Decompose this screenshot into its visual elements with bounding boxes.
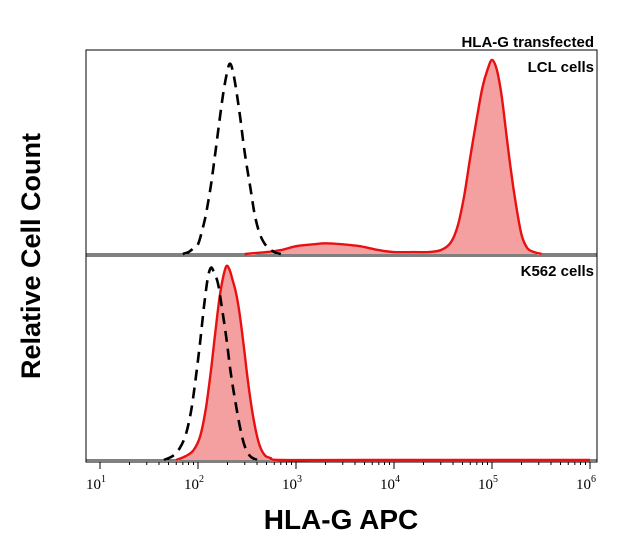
histogram-line-dashed — [163, 266, 258, 462]
x-axis-title: HLA-G APC — [264, 504, 419, 535]
histogram-line-dashed — [182, 62, 282, 256]
series-layer — [86, 58, 597, 462]
x-axis: 101 102 103 104 105 106 — [86, 462, 596, 493]
panel-bottom-frame — [85, 255, 598, 463]
histogram-area — [244, 60, 542, 254]
chart-title: HLA-G transfected — [461, 34, 594, 51]
x-tick-label: 103 — [282, 474, 302, 493]
x-tick-label: 105 — [478, 474, 498, 493]
histogram-line-solid — [175, 264, 590, 462]
histogram-area — [176, 265, 591, 461]
x-tick-label: 106 — [576, 474, 596, 493]
panel-label-lcl: LCL cells — [528, 59, 594, 76]
x-tick-label: 102 — [184, 474, 204, 493]
y-axis-title: Relative Cell Count — [16, 133, 46, 379]
x-tick-label: 101 — [86, 474, 106, 493]
x-tick-label: 104 — [380, 474, 400, 493]
panel-label-k562: K562 cells — [521, 263, 594, 280]
histogram-line-solid — [244, 58, 542, 256]
